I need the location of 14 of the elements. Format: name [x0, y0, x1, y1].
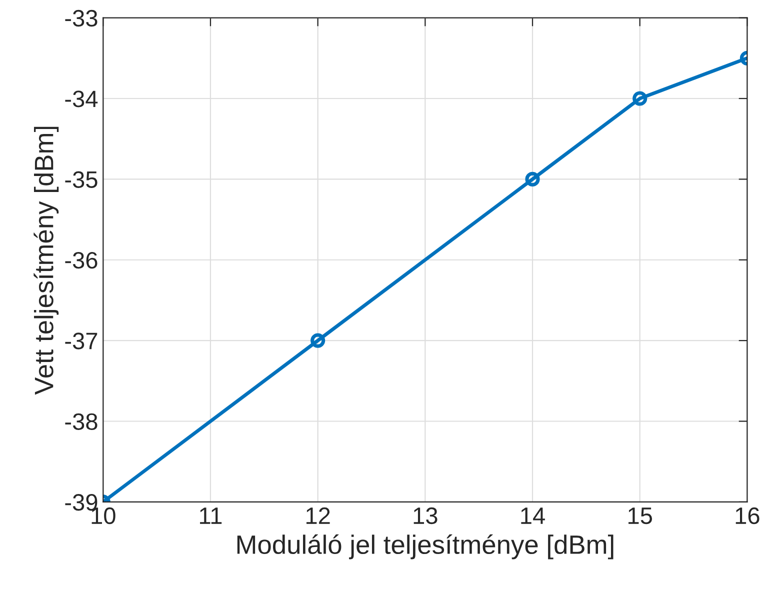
y-tick-label: -34: [65, 90, 98, 108]
y-tick-label: -38: [65, 413, 98, 430]
x-tick-label: 16: [736, 507, 760, 524]
y-axis-title: Vett teljesítmény [dBm]: [34, 126, 59, 395]
y-tick-label: -36: [65, 252, 98, 269]
x-tick-label: 15: [628, 508, 652, 524]
x-tick-label: 14: [521, 508, 545, 524]
y-tick-label: -33: [65, 10, 98, 27]
y-tick-label: -37: [65, 332, 98, 350]
y-tick-label: -35: [65, 171, 98, 188]
x-tick-label: 12: [306, 507, 330, 524]
x-tick-label: 11: [200, 508, 222, 524]
x-tick-label: 13: [414, 507, 438, 524]
x-axis-title: Moduláló jel teljesítménye [dBm]: [237, 534, 614, 560]
